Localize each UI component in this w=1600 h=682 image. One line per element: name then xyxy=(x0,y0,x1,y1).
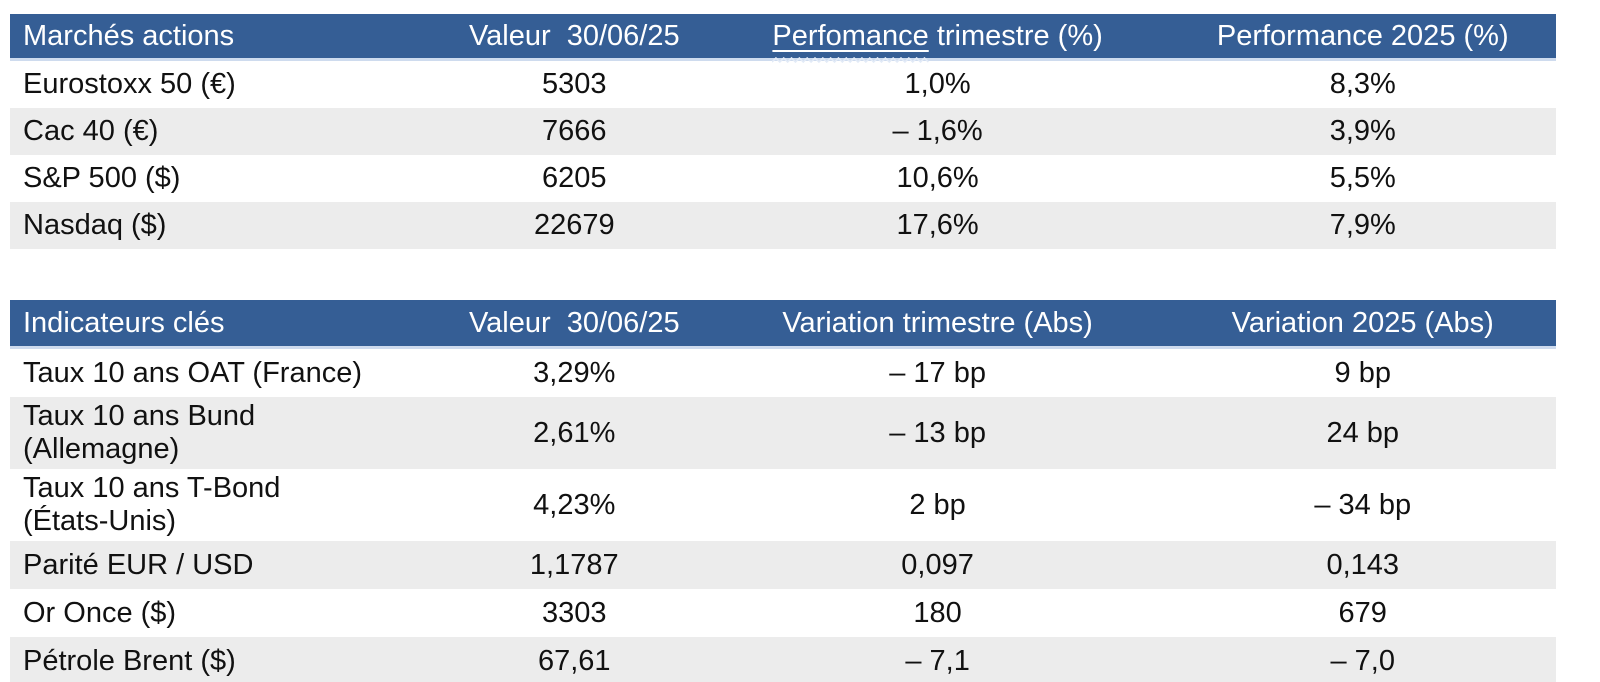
cell-value: 1,1787 xyxy=(529,548,619,581)
table-row: S&P 500 ($) 6205 10,6% 5,5% xyxy=(10,155,1556,202)
indicators-header-title: Indicateurs clés xyxy=(10,300,443,349)
spellcheck-squiggle-icon xyxy=(772,56,929,63)
misspelled-word: Perfomance xyxy=(772,19,929,63)
cell-label: Taux 10 ans T-Bond (États-Unis) xyxy=(10,469,443,541)
table-row: Taux 10 ans T-Bond (États-Unis) 4,23% 2 b… xyxy=(10,469,1556,541)
indicators-header-value: Valeur 30/06/25 xyxy=(442,300,706,349)
table-row: Cac 40 (€) 7666 – 1,6% 3,9% xyxy=(10,108,1556,155)
cell-ytd: 679 xyxy=(1338,596,1387,629)
cell-value: 6205 xyxy=(542,162,607,194)
table-row: Taux 10 ans Bund (Allemagne) 2,61% – 13 b… xyxy=(10,397,1556,469)
markets-header-row: Marchés actions Valeur 30/06/25 Perfoman… xyxy=(10,14,1556,63)
cell-quarter: – 7,1 xyxy=(905,644,970,677)
table-row: Or Once ($) 3303 180 679 xyxy=(10,589,1556,637)
markets-table: Marchés actions Valeur 30/06/25 Perfoman… xyxy=(10,14,1556,249)
cell-ytd: 5,5% xyxy=(1329,162,1396,194)
cell-label: Eurostoxx 50 (€) xyxy=(23,68,236,100)
cell-value: 2,61% xyxy=(533,416,616,449)
table-row: Parité EUR / USD 1,1787 0,097 0,143 xyxy=(10,541,1556,589)
cell-value: 4,23% xyxy=(533,488,616,521)
cell-quarter: 0,097 xyxy=(901,548,974,581)
cell-ytd: 24 bp xyxy=(1326,416,1400,449)
cell-quarter: – 17 bp xyxy=(889,356,986,389)
indicators-header-row: Indicateurs clés Valeur 30/06/25 Variati… xyxy=(10,300,1556,349)
markets-header-ytd: Performance 2025 (%) xyxy=(1169,14,1556,61)
cell-value: 22679 xyxy=(533,209,615,241)
cell-label: Parité EUR / USD xyxy=(23,548,254,581)
cell-label: Pétrole Brent ($) xyxy=(23,644,236,677)
cell-label: Cac 40 (€) xyxy=(23,115,159,147)
cell-label: Nasdaq ($) xyxy=(23,209,167,241)
table-row: Pétrole Brent ($) 67,61 – 7,1 – 7,0 xyxy=(10,637,1556,682)
label-line2: (États-Unis) xyxy=(23,505,177,537)
table-row: Eurostoxx 50 (€) 5303 1,0% 8,3% xyxy=(10,60,1556,109)
cell-ytd: – 34 bp xyxy=(1314,488,1412,521)
table-row: Nasdaq ($) 22679 17,6% 7,9% xyxy=(10,202,1556,249)
cell-ytd: 8,3% xyxy=(1329,68,1396,100)
document-page: Marchés actions Valeur 30/06/25 Perfoman… xyxy=(0,14,1600,682)
indicators-table: Indicateurs clés Valeur 30/06/25 Variati… xyxy=(10,300,1556,682)
table-row: Taux 10 ans OAT (France) 3,29% – 17 bp 9… xyxy=(10,348,1556,398)
cell-value: 3,29% xyxy=(533,356,616,389)
misspelled-word-text: Perfomance xyxy=(772,19,929,52)
indicators-header-ytd: Variation 2025 (Abs) xyxy=(1169,300,1556,349)
cell-ytd: – 7,0 xyxy=(1330,644,1395,677)
indicators-header-quarter: Variation trimestre (Abs) xyxy=(705,300,1170,349)
cell-value: 67,61 xyxy=(537,644,611,677)
cell-quarter: 1,0% xyxy=(904,68,971,100)
cell-value: 7666 xyxy=(542,115,607,147)
cell-ytd: 7,9% xyxy=(1329,209,1396,241)
cell-value: 5303 xyxy=(542,68,607,100)
cell-ytd: 0,143 xyxy=(1326,548,1400,581)
cell-label: Or Once ($) xyxy=(23,596,177,629)
label-line1: Taux 10 ans Bund xyxy=(23,400,256,432)
cell-label: S&P 500 ($) xyxy=(23,162,181,194)
cell-quarter: 17,6% xyxy=(896,209,979,241)
cell-quarter: – 1,6% xyxy=(892,115,983,147)
markets-header-quarter: Perfomance trimestre (%) xyxy=(705,14,1170,63)
cell-value: 3303 xyxy=(542,596,607,629)
cell-quarter: 2 bp xyxy=(909,488,966,521)
markets-header-title: Marchés actions xyxy=(10,14,443,61)
label-line1: Taux 10 ans T-Bond xyxy=(23,472,281,504)
label-line2: (Allemagne) xyxy=(23,433,180,465)
markets-header-value: Valeur 30/06/25 xyxy=(442,14,706,61)
header-quarter-rest: trimestre (%) xyxy=(928,19,1103,52)
cell-label: Taux 10 ans OAT (France) xyxy=(23,356,363,389)
cell-ytd: 9 bp xyxy=(1334,356,1391,389)
cell-quarter: 10,6% xyxy=(896,162,979,194)
cell-quarter: – 13 bp xyxy=(889,416,986,449)
cell-ytd: 3,9% xyxy=(1329,115,1396,147)
cell-quarter: 180 xyxy=(913,596,962,629)
cell-label: Taux 10 ans Bund (Allemagne) xyxy=(10,397,443,469)
